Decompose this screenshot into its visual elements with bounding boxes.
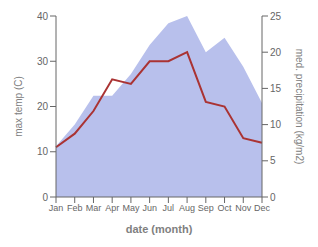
svg-text:5: 5 bbox=[270, 155, 276, 166]
svg-text:0: 0 bbox=[42, 192, 48, 203]
svg-text:Dec: Dec bbox=[254, 203, 271, 213]
svg-text:10: 10 bbox=[37, 146, 49, 157]
svg-text:Nov: Nov bbox=[235, 203, 252, 213]
svg-text:30: 30 bbox=[37, 56, 49, 67]
svg-text:Mar: Mar bbox=[86, 203, 102, 213]
svg-text:20: 20 bbox=[37, 101, 49, 112]
svg-text:Sep: Sep bbox=[198, 203, 214, 213]
svg-text:Jan: Jan bbox=[49, 203, 64, 213]
svg-text:15: 15 bbox=[270, 83, 282, 94]
svg-text:Feb: Feb bbox=[67, 203, 83, 213]
svg-text:Aug: Aug bbox=[179, 203, 195, 213]
svg-text:Jun: Jun bbox=[142, 203, 157, 213]
svg-text:May: May bbox=[122, 203, 140, 213]
svg-text:max temp (C): max temp (C) bbox=[13, 76, 24, 137]
svg-text:date (month): date (month) bbox=[126, 223, 193, 235]
svg-text:40: 40 bbox=[37, 11, 49, 22]
svg-text:20: 20 bbox=[270, 47, 282, 58]
svg-text:Jul: Jul bbox=[163, 203, 175, 213]
svg-text:10: 10 bbox=[270, 119, 282, 130]
svg-text:0: 0 bbox=[270, 192, 276, 203]
svg-text:Apr: Apr bbox=[105, 203, 119, 213]
svg-text:med. precipitation (kg/m2): med. precipitation (kg/m2) bbox=[294, 49, 305, 165]
svg-text:Oct: Oct bbox=[218, 203, 233, 213]
svg-text:25: 25 bbox=[270, 11, 282, 22]
